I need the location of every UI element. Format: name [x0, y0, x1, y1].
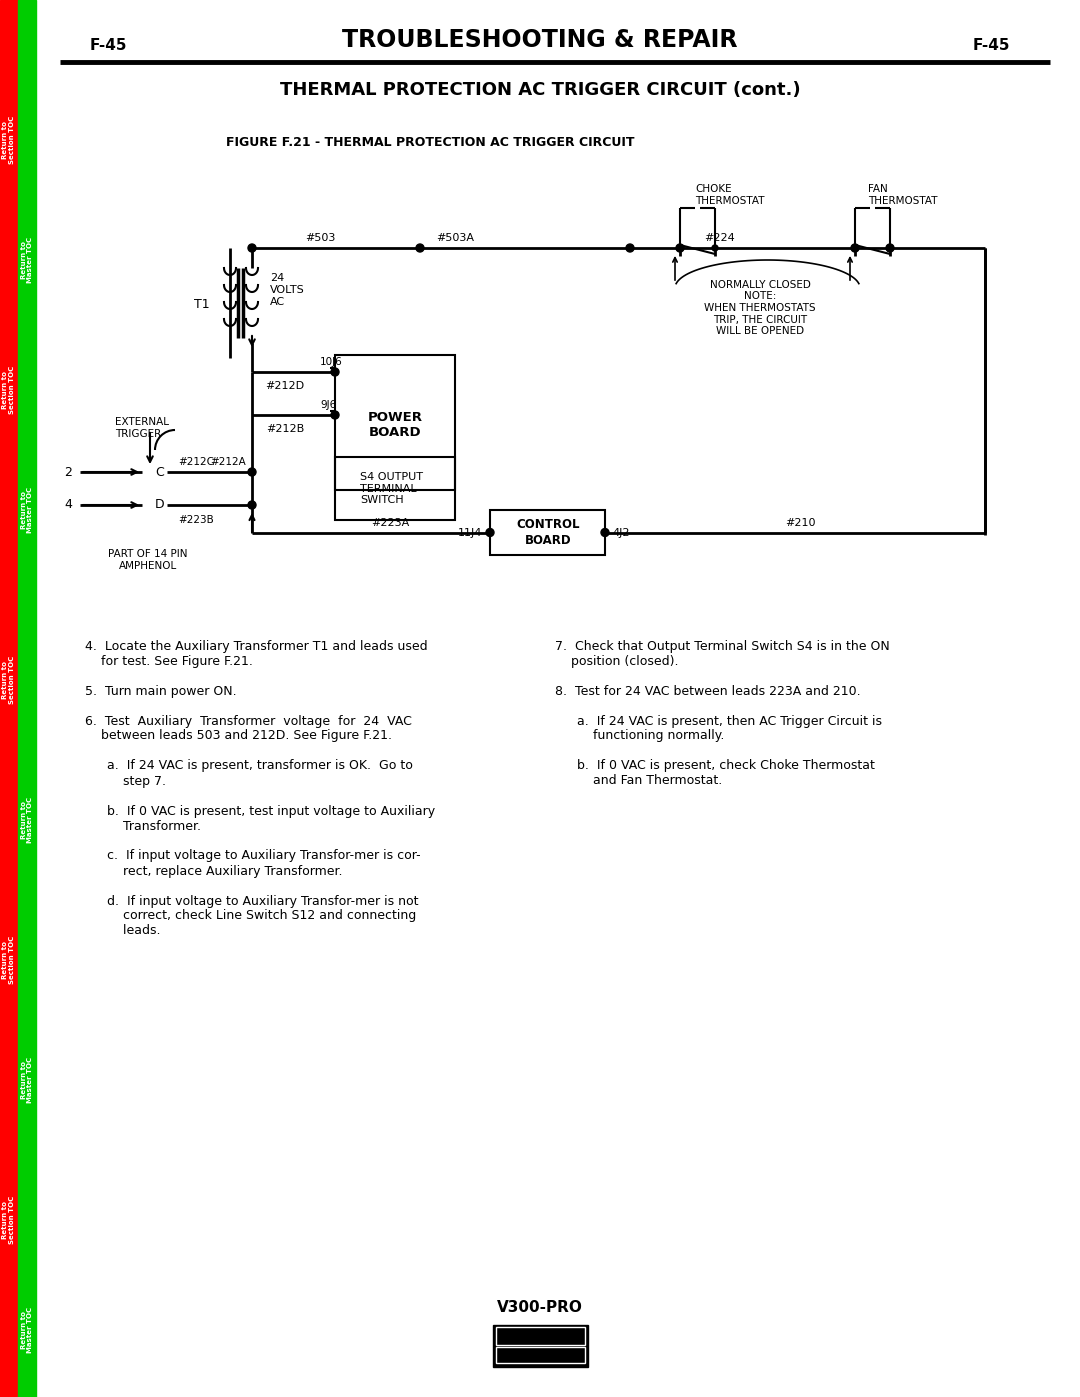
- Text: Return to
Master TOC: Return to Master TOC: [21, 237, 33, 284]
- Bar: [496, 1327, 584, 1345]
- Text: FAN
THERMOSTAT: FAN THERMOSTAT: [868, 184, 937, 205]
- Text: ®: ®: [578, 1331, 584, 1338]
- Text: 4: 4: [64, 499, 72, 511]
- Text: d.  If input voltage to Auxiliary Transfor-mer is not
    correct, check Line Sw: d. If input voltage to Auxiliary Transfo…: [107, 894, 419, 937]
- Text: D: D: [156, 499, 165, 511]
- Circle shape: [330, 411, 339, 419]
- Circle shape: [712, 244, 718, 251]
- Circle shape: [852, 244, 858, 251]
- Text: EXTERNAL
TRIGGER: EXTERNAL TRIGGER: [114, 418, 168, 439]
- Text: Return to
Section TOC: Return to Section TOC: [2, 116, 15, 163]
- Text: 9J6: 9J6: [320, 400, 336, 409]
- Text: POWER
BOARD: POWER BOARD: [367, 411, 422, 439]
- Circle shape: [416, 244, 424, 251]
- Text: 8.  Test for 24 VAC between leads 223A and 210.: 8. Test for 24 VAC between leads 223A an…: [555, 685, 861, 698]
- Text: Return to
Master TOC: Return to Master TOC: [21, 1308, 33, 1354]
- Text: 4J2: 4J2: [612, 528, 630, 538]
- Text: F-45: F-45: [972, 38, 1010, 53]
- Text: NORMALLY CLOSED
NOTE:
WHEN THERMOSTATS
TRIP, THE CIRCUIT
WILL BE OPENED: NORMALLY CLOSED NOTE: WHEN THERMOSTATS T…: [704, 279, 815, 337]
- Circle shape: [330, 367, 339, 376]
- Text: FIGURE F.21 - THERMAL PROTECTION AC TRIGGER CIRCUIT: FIGURE F.21 - THERMAL PROTECTION AC TRIG…: [226, 136, 634, 148]
- Text: 5.  Turn main power ON.: 5. Turn main power ON.: [85, 685, 237, 698]
- Text: Return to
Section TOC: Return to Section TOC: [2, 1196, 15, 1245]
- Text: 2: 2: [64, 465, 72, 479]
- Text: Return to
Section TOC: Return to Section TOC: [2, 936, 15, 983]
- Text: Return to
Master TOC: Return to Master TOC: [21, 796, 33, 842]
- Text: PART OF 14 PIN
AMPHENOL: PART OF 14 PIN AMPHENOL: [108, 549, 188, 571]
- Bar: [492, 1324, 588, 1368]
- Text: #223A: #223A: [370, 517, 409, 528]
- Text: Return to
Master TOC: Return to Master TOC: [21, 1058, 33, 1104]
- Text: F-45: F-45: [90, 38, 127, 53]
- Circle shape: [886, 244, 894, 251]
- Text: 4.  Locate the Auxiliary Transformer T1 and leads used
    for test. See Figure : 4. Locate the Auxiliary Transformer T1 a…: [85, 640, 428, 668]
- Text: Return to
Section TOC: Return to Section TOC: [2, 366, 15, 414]
- Circle shape: [248, 468, 256, 476]
- Text: ELECTRIC: ELECTRIC: [516, 1352, 564, 1362]
- Text: b.  If 0 VAC is present, test input voltage to Auxiliary
    Transformer.: b. If 0 VAC is present, test input volta…: [107, 805, 435, 833]
- Bar: [335, 355, 455, 490]
- Text: #224: #224: [704, 233, 735, 243]
- Text: V300-PRO: V300-PRO: [497, 1301, 583, 1316]
- Bar: [335, 457, 455, 520]
- Text: 6.  Test  Auxiliary  Transformer  voltage  for  24  VAC
    between leads 503 an: 6. Test Auxiliary Transformer voltage fo…: [85, 714, 411, 742]
- Text: T1: T1: [194, 299, 210, 312]
- Bar: [496, 1347, 584, 1363]
- Text: #223B: #223B: [178, 515, 214, 525]
- Text: a.  If 24 VAC is present, then AC Trigger Circuit is
    functioning normally.: a. If 24 VAC is present, then AC Trigger…: [577, 714, 882, 742]
- Circle shape: [486, 528, 494, 536]
- Bar: [0, 0, 18, 1397]
- Text: #210: #210: [785, 517, 815, 528]
- Text: #503A: #503A: [436, 233, 474, 243]
- Text: 10J6: 10J6: [320, 358, 342, 367]
- Text: 7.  Check that Output Terminal Switch S4 is in the ON
    position (closed).: 7. Check that Output Terminal Switch S4 …: [555, 640, 890, 668]
- Circle shape: [600, 528, 609, 536]
- Text: b.  If 0 VAC is present, check Choke Thermostat
    and Fan Thermostat.: b. If 0 VAC is present, check Choke Ther…: [577, 760, 875, 788]
- Bar: [18, 0, 36, 1397]
- Text: #212C: #212C: [178, 457, 214, 467]
- Text: S4 OUTPUT
TERMINAL
SWITCH: S4 OUTPUT TERMINAL SWITCH: [360, 472, 423, 506]
- Text: 24
VOLTS
AC: 24 VOLTS AC: [270, 274, 305, 306]
- Text: LINCOLN: LINCOLN: [511, 1331, 562, 1343]
- Circle shape: [626, 244, 634, 251]
- Circle shape: [887, 244, 893, 251]
- Circle shape: [248, 244, 256, 251]
- Text: CONTROL
BOARD: CONTROL BOARD: [516, 518, 580, 546]
- Text: TROUBLESHOOTING & REPAIR: TROUBLESHOOTING & REPAIR: [342, 28, 738, 52]
- Text: Return to
Master TOC: Return to Master TOC: [21, 488, 33, 534]
- Text: #212D: #212D: [266, 381, 305, 391]
- Text: Return to
Section TOC: Return to Section TOC: [2, 655, 15, 704]
- Circle shape: [677, 244, 683, 251]
- Text: c.  If input voltage to Auxiliary Transfor-mer is cor-
    rect, replace Auxilia: c. If input voltage to Auxiliary Transfo…: [107, 849, 420, 877]
- Text: CHOKE
THERMOSTAT: CHOKE THERMOSTAT: [696, 184, 765, 205]
- Text: #212B: #212B: [266, 425, 305, 434]
- Text: a.  If 24 VAC is present, transformer is OK.  Go to
    step 7.: a. If 24 VAC is present, transformer is …: [107, 760, 413, 788]
- Text: #212A: #212A: [211, 457, 246, 467]
- Bar: [490, 510, 605, 555]
- Circle shape: [248, 502, 256, 509]
- Text: C: C: [156, 465, 164, 479]
- Text: THERMAL PROTECTION AC TRIGGER CIRCUIT (cont.): THERMAL PROTECTION AC TRIGGER CIRCUIT (c…: [280, 81, 800, 99]
- Circle shape: [676, 244, 684, 251]
- Circle shape: [851, 244, 859, 251]
- Text: 11J4: 11J4: [458, 528, 482, 538]
- Text: #503: #503: [305, 233, 335, 243]
